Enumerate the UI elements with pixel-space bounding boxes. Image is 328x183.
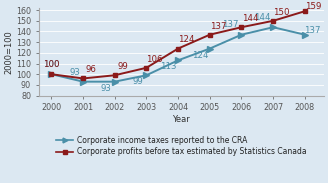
Legend: Corporate income taxes reported to the CRA, Corporate profits before tax estimat: Corporate income taxes reported to the C… — [56, 136, 306, 156]
Text: 99: 99 — [133, 77, 143, 86]
Corporate income taxes reported to the CRA — [176, 59, 180, 61]
Text: 100: 100 — [43, 60, 60, 69]
Text: 124: 124 — [178, 35, 195, 44]
Text: 159: 159 — [305, 2, 321, 11]
Text: 106: 106 — [147, 55, 163, 64]
Corporate profits before tax estimated by Statistics Canada — [50, 73, 53, 75]
Corporate income taxes reported to the CRA — [81, 81, 85, 83]
Text: 137: 137 — [210, 22, 226, 31]
Text: 99: 99 — [118, 62, 129, 71]
Text: 150: 150 — [273, 8, 290, 17]
Corporate income taxes reported to the CRA — [50, 73, 53, 75]
Line: Corporate income taxes reported to the CRA: Corporate income taxes reported to the C… — [49, 25, 308, 84]
Corporate profits before tax estimated by Statistics Canada — [271, 20, 275, 22]
Text: 124: 124 — [192, 51, 208, 60]
Corporate income taxes reported to the CRA — [271, 26, 275, 28]
Corporate income taxes reported to the CRA — [144, 74, 148, 76]
Corporate profits before tax estimated by Statistics Canada — [81, 77, 85, 80]
Text: 93: 93 — [101, 84, 112, 93]
Text: 137: 137 — [303, 26, 320, 35]
Corporate profits before tax estimated by Statistics Canada — [144, 67, 148, 69]
Text: 144: 144 — [241, 14, 258, 23]
Corporate profits before tax estimated by Statistics Canada — [208, 34, 212, 36]
Text: 137: 137 — [222, 20, 238, 29]
Y-axis label: 2000=100: 2000=100 — [4, 30, 13, 74]
Text: 93: 93 — [69, 68, 80, 77]
Corporate profits before tax estimated by Statistics Canada — [176, 47, 180, 50]
Line: Corporate profits before tax estimated by Statistics Canada: Corporate profits before tax estimated b… — [49, 9, 307, 81]
Corporate income taxes reported to the CRA — [239, 34, 243, 36]
Text: 144: 144 — [254, 13, 270, 22]
Text: 100: 100 — [43, 60, 60, 69]
X-axis label: Year: Year — [173, 115, 190, 124]
Corporate profits before tax estimated by Statistics Canada — [303, 10, 307, 12]
Corporate profits before tax estimated by Statistics Canada — [239, 26, 243, 28]
Text: 96: 96 — [86, 65, 97, 74]
Corporate income taxes reported to the CRA — [208, 47, 212, 50]
Corporate income taxes reported to the CRA — [303, 34, 307, 36]
Corporate income taxes reported to the CRA — [113, 81, 117, 83]
Corporate profits before tax estimated by Statistics Canada — [113, 74, 117, 76]
Text: 113: 113 — [160, 62, 177, 71]
